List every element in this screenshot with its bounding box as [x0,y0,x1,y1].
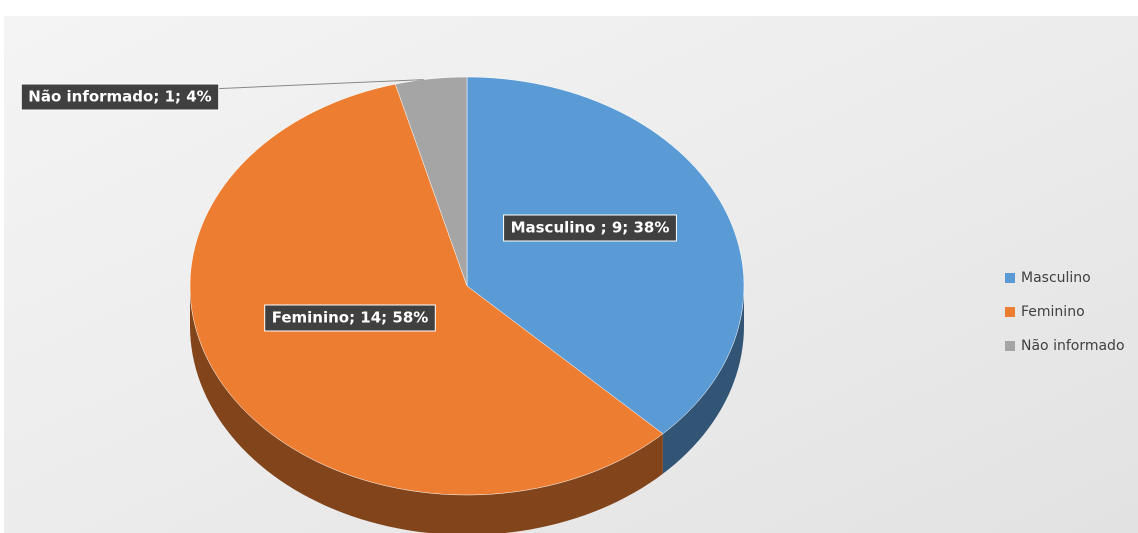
pie-slice [466,76,745,435]
pie-slice [394,76,468,287]
data-label-box [503,214,677,242]
data-label-text: Não informado; 1; 4% [28,88,211,106]
pie-slice-side [662,286,744,474]
pie [189,76,745,533]
leader-line [209,79,424,90]
legend-label: Feminino [1021,304,1085,320]
legend-swatch [1005,307,1015,317]
data-label-box [20,83,220,111]
legend: Masculino Feminino Não informado [1005,270,1125,354]
pie-slice-side [190,286,663,533]
data-label: Não informado; 1; 4% [20,79,424,111]
legend-swatch [1005,273,1015,283]
data-label-text: Feminino; 14; 58% [272,309,429,327]
data-label: Feminino; 14; 58% [264,304,436,332]
legend-swatch [1005,341,1015,351]
legend-label: Masculino [1021,270,1091,286]
data-labels: Masculino ; 9; 38% Feminino; 14; 58% Não i… [20,79,677,332]
data-label-box [264,304,436,332]
data-label-text: Masculino ; 9; 38% [511,219,670,237]
pie-slice [189,83,664,496]
legend-label: Não informado [1021,338,1125,354]
data-label: Masculino ; 9; 38% [503,214,677,242]
